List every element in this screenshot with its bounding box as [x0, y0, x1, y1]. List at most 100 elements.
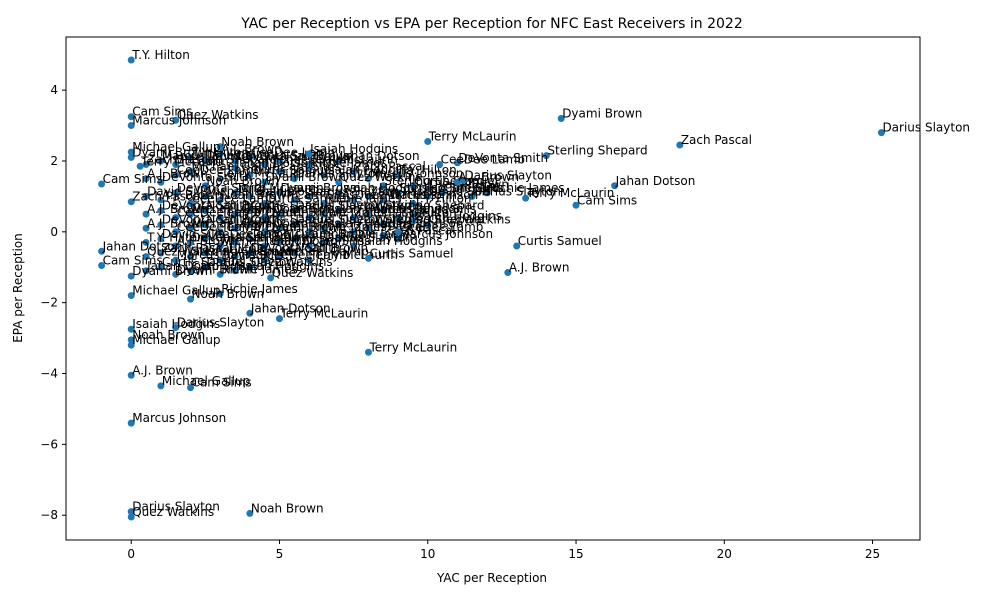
scatter-point	[216, 175, 224, 183]
scatter-point	[187, 199, 195, 207]
point-label: T.Y. Hilton	[205, 241, 264, 255]
point-label: Darius Slayton	[882, 121, 970, 135]
point-label: Quez Watkins	[251, 255, 333, 269]
scatter-point	[172, 270, 180, 278]
scatter-point	[611, 182, 619, 190]
scatter-point	[142, 210, 150, 218]
scatter-point	[127, 513, 135, 521]
scatter-point	[187, 384, 195, 392]
point-label: Noah Brown	[206, 213, 279, 227]
point-label: Jahan Dotson	[250, 184, 331, 198]
scatter-point	[394, 171, 402, 179]
point-label: Terry McLaurin	[140, 154, 229, 168]
point-label: Isaiah Hodgins	[236, 259, 324, 273]
scatter-point	[172, 189, 180, 197]
scatter-point	[261, 161, 269, 169]
point-label: Darius Slayton	[206, 255, 294, 269]
scatter-point	[394, 228, 402, 236]
x-tick-label: 10	[420, 547, 435, 561]
point-label: Isaiah Hodgins	[414, 209, 502, 223]
scatter-point	[142, 161, 150, 169]
scatter-point	[409, 217, 417, 225]
cluster-points	[142, 150, 491, 278]
point-label: Cam Sims	[310, 234, 370, 248]
scatter-point	[216, 242, 224, 250]
point-label: Jahan Dotson	[146, 259, 227, 273]
point-label: Isaiah Hodgins	[132, 317, 220, 331]
scatter-point	[290, 221, 298, 229]
y-tick-label: 0	[50, 225, 58, 239]
point-label: Zach Pascal	[147, 153, 218, 167]
point-label: A.J. Brown	[147, 216, 208, 230]
point-label: David Sills	[429, 184, 491, 198]
scatter-point	[424, 192, 432, 200]
point-label: Isaiah Hodgins	[340, 181, 428, 195]
point-label: Noah Brown	[281, 149, 354, 163]
scatter-point	[201, 249, 209, 257]
x-axis: 0 5 10 15 20 25	[127, 540, 880, 561]
scatter-point	[231, 253, 239, 261]
scatter-point	[350, 168, 358, 176]
scatter-point	[276, 238, 283, 246]
y-tick-label: −4	[40, 367, 58, 381]
point-label: Noah Brown	[206, 199, 279, 213]
scatter-point	[216, 290, 224, 298]
point-label: Michael Gallup	[192, 160, 280, 174]
point-label: Quez Watkins	[340, 213, 422, 227]
scatter-point	[261, 199, 269, 207]
point-label: Jahan Dotson	[339, 149, 420, 163]
point-label: David Sills	[206, 149, 268, 163]
scatter-point	[379, 196, 387, 204]
scatter-point	[157, 263, 165, 271]
point-label: Terry McLaurin	[526, 186, 615, 200]
point-label: Darius Slayton	[295, 199, 383, 213]
scatter-point	[504, 269, 512, 277]
point-label: Cam Sims	[103, 172, 163, 186]
scatter-point	[379, 182, 387, 190]
y-tick-label: 2	[50, 154, 58, 168]
data-points	[98, 56, 885, 521]
scatter-point	[335, 157, 343, 165]
scatter-point	[290, 175, 298, 183]
scatter-point	[276, 315, 283, 323]
scatter-point	[157, 249, 165, 257]
scatter-point	[261, 228, 269, 236]
point-label: T.Y. Hilton	[398, 206, 457, 220]
point-label: Terry McLaurin	[220, 220, 309, 234]
point-label: Dyami Brown	[177, 262, 257, 276]
scatter-point	[453, 159, 461, 167]
point-label: T.Y. Hilton	[131, 48, 190, 62]
scatter-point	[320, 238, 328, 246]
scatter-point	[409, 199, 417, 207]
point-label: Curtis Samuel	[162, 255, 246, 269]
point-label: Jahan Dotson	[235, 156, 316, 170]
scatter-point	[172, 214, 180, 222]
scatter-point	[127, 272, 135, 280]
scatter-point	[305, 161, 313, 169]
point-label: Noah Brown	[295, 241, 368, 255]
x-tick-label: 0	[127, 547, 135, 561]
scatter-point	[231, 210, 239, 218]
point-label: Michael Gallup	[281, 245, 369, 259]
point-label: Terry McLaurin	[309, 248, 398, 262]
scatter-point	[320, 199, 328, 207]
point-label: Quez Watkins	[177, 108, 259, 122]
point-label: Terry McLaurin	[280, 307, 369, 321]
point-label: Terry McLaurin	[368, 340, 457, 354]
point-label: A.J. Brown	[132, 363, 193, 377]
point-label: David Sills	[147, 184, 209, 198]
scatter-point	[187, 267, 195, 275]
point-label: Quez Watkins	[132, 505, 214, 519]
point-label: Dyami Brown	[266, 170, 346, 184]
point-label: Quez Watkins	[147, 245, 229, 259]
scatter-point	[157, 178, 165, 186]
scatter-point	[127, 148, 135, 156]
point-label: DeVonta Smith	[236, 149, 326, 163]
scatter-point	[305, 242, 313, 250]
scatter-point	[157, 235, 165, 243]
scatter-point	[276, 168, 283, 176]
scatter-point	[276, 210, 283, 218]
point-label: Dyami Brown	[132, 264, 212, 278]
point-label: Terry McLaurin	[309, 153, 398, 167]
scatter-point	[127, 371, 135, 379]
